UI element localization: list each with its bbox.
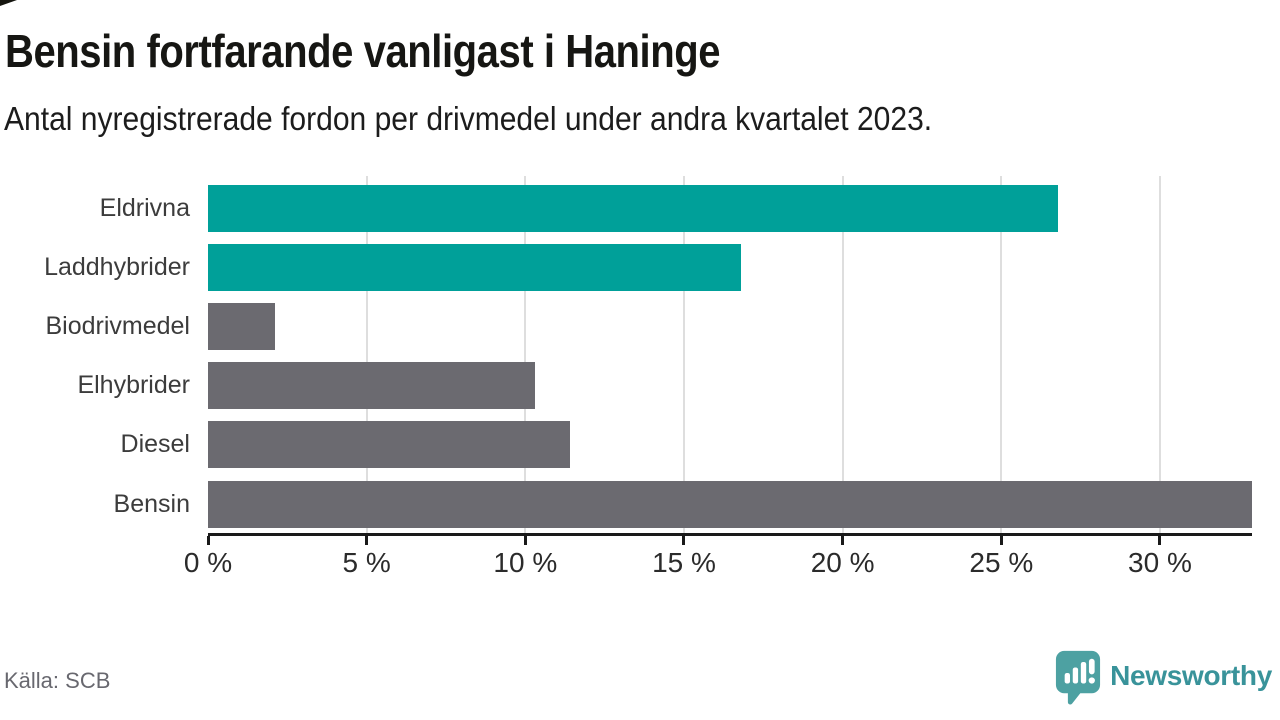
chart-title: Bensin fortfarande vanligast i Haninge xyxy=(5,25,721,77)
gridline-25 xyxy=(1000,176,1003,533)
category-label-biodrivmedel: Biodrivmedel xyxy=(45,312,190,341)
bar-elhybrider xyxy=(208,362,535,410)
plot-area xyxy=(208,176,1252,533)
x-tick-label-20: 20 % xyxy=(810,547,875,578)
x-tick-label-30: 30 % xyxy=(1128,547,1192,578)
gridline-20 xyxy=(841,176,844,533)
x-tick-5 xyxy=(365,536,369,545)
category-label-bensin: Bensin xyxy=(113,489,190,518)
category-label-laddhybrider: Laddhybrider xyxy=(44,253,190,282)
gridline-15 xyxy=(682,176,685,533)
bar-chart: Eldrivna Laddhybrider Biodrivmedel Elhybrid… xyxy=(44,176,1252,578)
x-tick-label-5: 5 % xyxy=(342,547,391,578)
bar-bensin xyxy=(208,480,1252,528)
chart-subtitle: Antal nyregistrerade fordon per drivmede… xyxy=(4,100,933,137)
x-tick-25 xyxy=(999,536,1003,545)
x-tick-label-25: 25 % xyxy=(969,547,1034,578)
category-label-eldrivna: Eldrivna xyxy=(99,194,190,222)
newsworthy-chart-bubble-icon xyxy=(1055,650,1101,712)
x-tick-15 xyxy=(682,536,686,545)
x-tick-label-10: 10 % xyxy=(493,547,558,578)
gridline-30 xyxy=(1158,176,1161,533)
bar-laddhybrider xyxy=(208,244,742,292)
x-axis-line xyxy=(208,533,1252,536)
x-tick-label-15: 15 % xyxy=(652,547,716,578)
category-label-elhybrider: Elhybrider xyxy=(77,371,190,400)
x-tick-30 xyxy=(1158,536,1162,545)
corner-mark xyxy=(0,0,17,6)
brand-name: Newsworthy xyxy=(1110,660,1272,691)
x-tick-10 xyxy=(523,536,527,545)
gridline-5 xyxy=(365,176,368,533)
bar-eldrivna xyxy=(208,185,1059,232)
bar-diesel xyxy=(208,421,570,469)
brand-logo: Newsworthy xyxy=(1055,650,1272,712)
x-tick-0 xyxy=(206,536,210,545)
x-tick-20 xyxy=(841,536,845,545)
bar-biodrivmedel xyxy=(208,303,275,351)
category-label-diesel: Diesel xyxy=(120,430,190,459)
x-tick-label-0: 0 % xyxy=(183,547,233,578)
source-note: Källa: SCB xyxy=(4,668,111,693)
gridline-10 xyxy=(524,176,527,533)
